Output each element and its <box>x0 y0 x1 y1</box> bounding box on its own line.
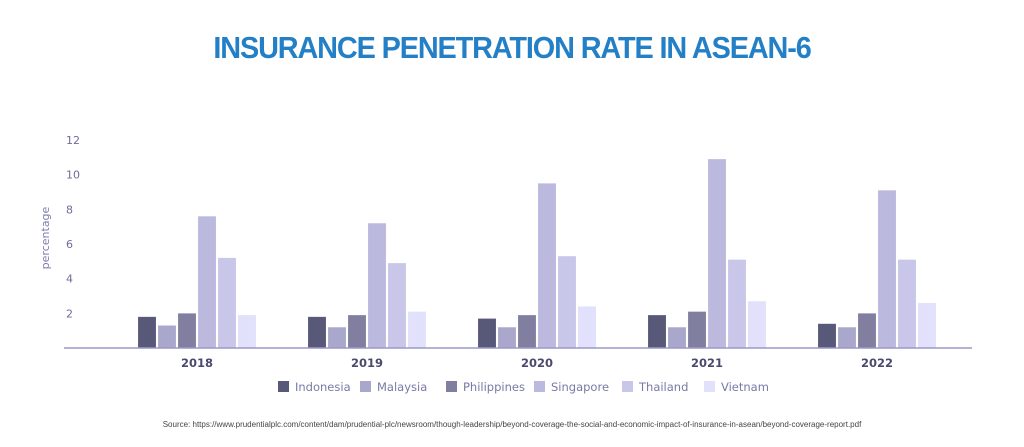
bar-indonesia-2018 <box>137 316 157 349</box>
x-tick-label: 2020 <box>521 356 553 370</box>
bar-malaysia-2021 <box>667 326 687 349</box>
bar-vietnam-2018 <box>237 314 257 349</box>
legend: Indonesia Malaysia Philippines Singapore Tha… <box>278 380 769 394</box>
bar-singapore-2021 <box>707 158 727 349</box>
y-axis: 2 4 6 8 10 12 <box>66 134 80 320</box>
bar-philippines-2019 <box>347 314 367 349</box>
bar-thailand-2019 <box>387 262 407 349</box>
bar-thailand-2022 <box>897 259 917 349</box>
chart-title: INSURANCE PENETRATION RATE IN ASEAN-6 <box>213 30 811 65</box>
y-tick-label: 4 <box>66 273 73 286</box>
bar-indonesia-2020 <box>477 318 497 349</box>
bar-vietnam-2019 <box>407 311 427 349</box>
legend-item-vietnam: Vietnam <box>704 380 769 394</box>
legend-item-philippines: Philippines <box>446 380 525 394</box>
bar-indonesia-2021 <box>647 314 667 349</box>
x-axis: 2018 2019 2020 2021 2022 <box>181 356 893 370</box>
y-axis-label: percentage <box>39 206 52 269</box>
legend-label: Indonesia <box>295 380 351 394</box>
bar-vietnam-2020 <box>577 306 597 349</box>
y-tick-label: 6 <box>66 238 73 251</box>
legend-label: Vietnam <box>721 380 769 394</box>
bar-indonesia-2022 <box>817 323 837 349</box>
legend-item-indonesia: Indonesia <box>278 380 351 394</box>
bar-singapore-2019 <box>367 222 387 349</box>
bar-singapore-2018 <box>197 216 217 349</box>
legend-label: Philippines <box>463 380 525 394</box>
bar-singapore-2020 <box>537 183 557 349</box>
legend-item-malaysia: Malaysia <box>360 380 427 394</box>
bars <box>137 158 937 349</box>
x-tick-label: 2018 <box>181 356 213 370</box>
bar-philippines-2021 <box>687 311 707 349</box>
bar-thailand-2018 <box>217 257 237 349</box>
bar-thailand-2020 <box>557 255 577 349</box>
bar-thailand-2021 <box>727 259 747 349</box>
legend-swatch <box>278 381 289 392</box>
legend-swatch <box>622 381 633 392</box>
legend-swatch <box>534 381 545 392</box>
bar-singapore-2022 <box>877 190 897 349</box>
bar-indonesia-2019 <box>307 316 327 349</box>
legend-swatch <box>704 381 715 392</box>
bar-malaysia-2019 <box>327 326 347 349</box>
x-tick-label: 2021 <box>691 356 723 370</box>
legend-swatch <box>360 381 371 392</box>
bar-philippines-2022 <box>857 313 877 349</box>
legend-swatch <box>446 381 457 392</box>
x-tick-label: 2022 <box>861 356 893 370</box>
bar-vietnam-2021 <box>747 300 767 349</box>
x-tick-label: 2019 <box>351 356 383 370</box>
source-note: Source: https://www.prudentialplc.com/co… <box>162 420 862 429</box>
bar-malaysia-2020 <box>497 326 517 349</box>
bar-malaysia-2018 <box>157 325 177 349</box>
y-tick-label: 2 <box>66 307 73 320</box>
y-tick-label: 10 <box>66 169 80 182</box>
bar-philippines-2020 <box>517 314 537 349</box>
legend-item-singapore: Singapore <box>534 380 609 394</box>
bar-philippines-2018 <box>177 313 197 349</box>
legend-item-thailand: Thailand <box>622 380 688 394</box>
y-tick-label: 8 <box>66 203 73 216</box>
y-tick-label: 12 <box>66 134 80 147</box>
bar-vietnam-2022 <box>917 302 937 349</box>
bar-malaysia-2022 <box>837 326 857 349</box>
legend-label: Thailand <box>638 380 688 394</box>
legend-label: Malaysia <box>377 380 427 394</box>
legend-label: Singapore <box>551 380 609 394</box>
